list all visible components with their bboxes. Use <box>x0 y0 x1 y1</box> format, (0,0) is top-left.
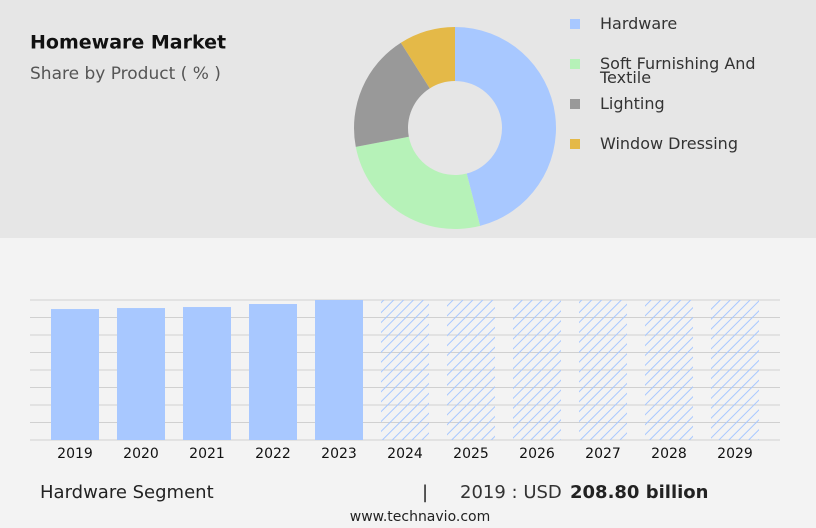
forecast-bar <box>711 300 759 440</box>
x-tick-label: 2021 <box>189 446 225 462</box>
legend-label: Window Dressing <box>600 134 738 153</box>
footer-value: 208.80 billion <box>570 482 708 503</box>
forecast-bar <box>579 300 627 440</box>
bar <box>117 308 165 440</box>
x-tick-label: 2022 <box>255 446 291 462</box>
forecast-bar <box>381 300 429 440</box>
title: Homeware Market <box>30 32 226 54</box>
donut-slice <box>354 42 430 147</box>
legend-label: Lighting <box>600 94 665 113</box>
x-tick-label: 2024 <box>387 446 423 462</box>
legend-swatch <box>570 139 580 149</box>
x-tick-label: 2019 <box>57 446 93 462</box>
donut-slice <box>400 27 455 89</box>
x-tick-label: 2026 <box>519 446 555 462</box>
x-tick-label: 2027 <box>585 446 621 462</box>
x-tick-label: 2020 <box>123 446 159 462</box>
x-tick-label: 2029 <box>717 446 753 462</box>
forecast-bar <box>513 300 561 440</box>
bar <box>249 304 297 440</box>
legend-label: Soft Furnishing And Textile <box>600 54 756 87</box>
x-tick-label: 2023 <box>321 446 357 462</box>
footer-year: 2019 : USD <box>460 482 562 503</box>
legend-swatch <box>570 19 580 29</box>
forecast-bar <box>645 300 693 440</box>
legend-swatch <box>570 99 580 109</box>
subtitle: Share by Product ( % ) <box>30 64 221 84</box>
bar <box>315 300 363 440</box>
x-tick-label: 2028 <box>651 446 687 462</box>
x-tick-label: 2025 <box>453 446 489 462</box>
donut-slice <box>455 27 556 226</box>
forecast-bar <box>447 300 495 440</box>
donut-slice <box>355 136 481 229</box>
bar <box>51 309 99 440</box>
legend-label: Hardware <box>600 14 678 33</box>
footer-segment: Hardware Segment <box>40 482 214 503</box>
footer-separator: | <box>422 482 428 503</box>
bar <box>183 307 231 440</box>
legend-swatch <box>570 59 580 69</box>
footer-source: www.technavio.com <box>350 509 491 525</box>
